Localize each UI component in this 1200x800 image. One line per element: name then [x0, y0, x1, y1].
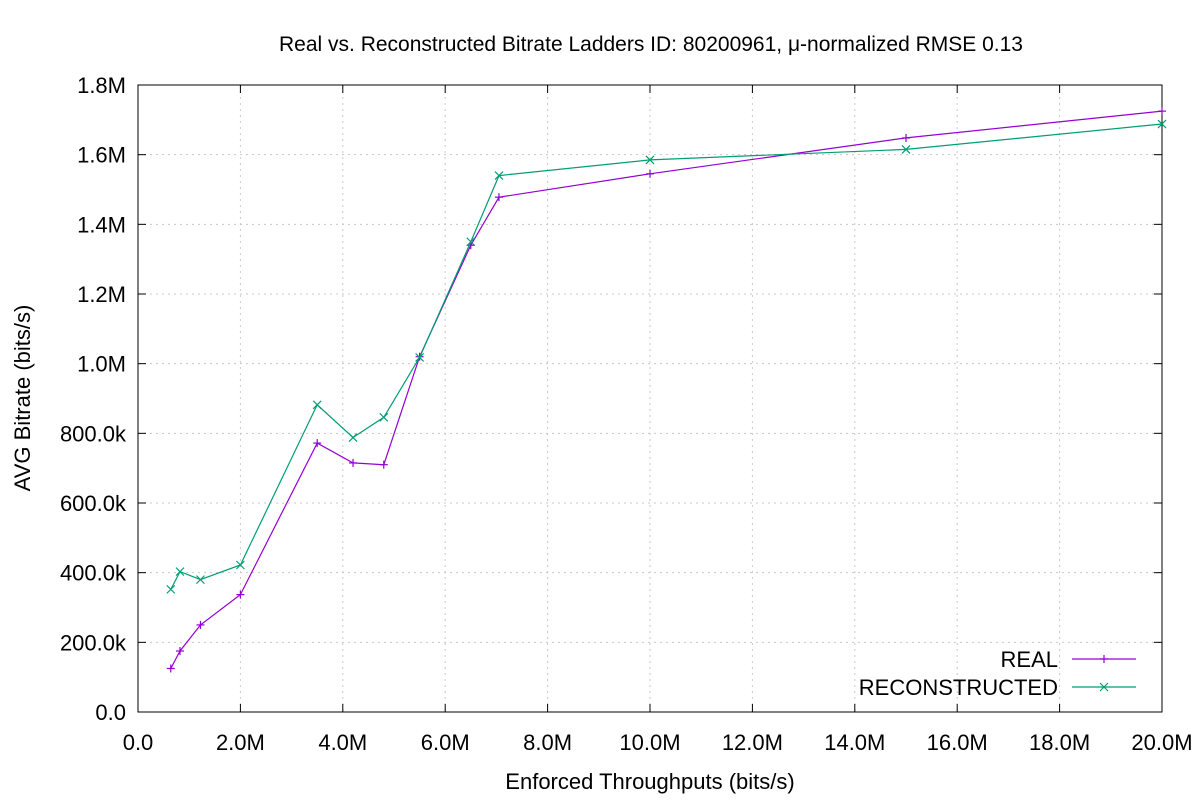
series-line-reconstructed — [170, 123, 1163, 590]
data-point-real — [166, 664, 175, 673]
data-point-reconstructed — [175, 567, 185, 577]
data-point-reconstructed — [312, 400, 322, 410]
x-tick-label: 4.0M — [318, 730, 367, 755]
legend-marker-reconstructed — [1099, 682, 1109, 692]
x-tick-label: 18.0M — [1029, 730, 1090, 755]
legend-label-real: REAL — [1001, 647, 1058, 672]
x-axis: 0.0 2.0M 4.0M 6.0M 8.0M 10.0M 12.0M 14.0M 16.0M 1… — [123, 85, 1193, 755]
data-point-reconstructed — [466, 237, 476, 247]
x-tick-label: 16.0M — [927, 730, 988, 755]
data-point-reconstructed — [494, 171, 504, 180]
data-point-real — [313, 439, 322, 448]
y-tick-label: 1.0M — [77, 352, 126, 377]
legend-item-real: REAL — [1001, 647, 1136, 672]
legend-label-reconstructed: RECONSTRUCTED — [859, 675, 1058, 700]
chart-title: Real vs. Reconstructed Bitrate Ladders I… — [279, 33, 1023, 56]
series-real — [166, 107, 1166, 673]
y-tick-label: 1.4M — [77, 212, 126, 237]
data-point-real — [1158, 107, 1166, 116]
x-tick-label: 6.0M — [421, 730, 470, 755]
series-group — [166, 107, 1167, 673]
y-tick-label: 200.0k — [60, 630, 127, 655]
data-point-reconstructed — [901, 145, 911, 154]
data-point-reconstructed — [348, 433, 358, 442]
x-tick-label: 2.0M — [216, 730, 265, 755]
data-point-reconstructed — [1157, 119, 1167, 129]
x-tick-label: 14.0M — [824, 730, 885, 755]
data-point-reconstructed — [645, 155, 655, 165]
y-tick-label: 400.0k — [60, 561, 127, 586]
data-point-reconstructed — [196, 575, 205, 585]
series-line-real — [170, 110, 1163, 669]
y-axis: 0.0 200.0k 400.0k 600.0k 800.0k 1.0M 1.2M 1.4M 1… — [60, 73, 1162, 725]
x-tick-label: 12.0M — [722, 730, 783, 755]
data-point-reconstructed — [166, 584, 176, 594]
data-point-real — [196, 620, 205, 629]
data-point-real — [349, 458, 358, 467]
data-point-real — [902, 133, 910, 142]
data-point-real — [175, 647, 184, 656]
data-point-real — [494, 193, 503, 202]
data-point-real — [646, 169, 654, 178]
data-point-reconstructed — [379, 412, 389, 422]
x-tick-label: 8.0M — [523, 730, 572, 755]
series-reconstructed — [166, 119, 1167, 594]
y-tick-label: 0.0 — [95, 700, 126, 725]
data-point-reconstructed — [235, 560, 245, 570]
legend-marker-real — [1100, 655, 1108, 663]
data-point-real — [379, 460, 388, 469]
x-tick-label: 10.0M — [619, 730, 680, 755]
y-tick-label: 1.8M — [77, 73, 126, 98]
x-tick-label: 0.0 — [123, 730, 154, 755]
data-point-reconstructed — [415, 352, 425, 362]
y-tick-label: 600.0k — [60, 491, 127, 516]
x-tick-label: 20.0M — [1131, 730, 1192, 755]
data-point-real — [236, 590, 245, 599]
y-tick-label: 1.6M — [77, 143, 126, 168]
y-axis-label: AVG Bitrate (bits/s) — [10, 305, 35, 492]
legend: REAL RECONSTRUCTED — [859, 647, 1136, 700]
x-axis-label: Enforced Throughputs (bits/s) — [505, 769, 794, 794]
legend-item-reconstructed: RECONSTRUCTED — [859, 675, 1136, 700]
y-tick-label: 1.2M — [77, 282, 126, 307]
grid — [138, 85, 1162, 712]
y-tick-label: 800.0k — [60, 421, 127, 446]
